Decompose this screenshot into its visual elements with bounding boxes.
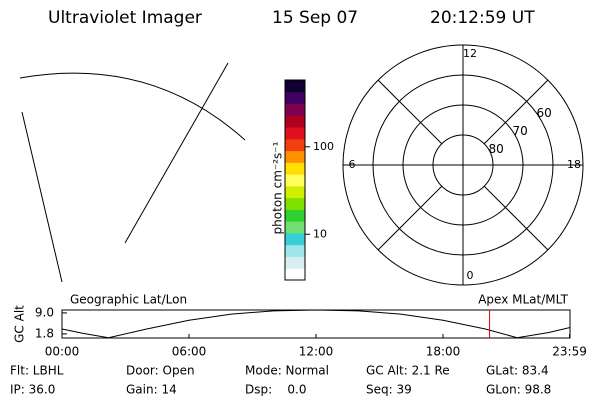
info-field: GLon: 98.8 — [486, 383, 551, 397]
alt-left-title: Geographic Lat/Lon — [70, 293, 187, 307]
colorbar-swatch — [285, 150, 305, 163]
info-field: Gain: 14 — [126, 383, 177, 397]
lat-ring-label: 80 — [489, 142, 504, 156]
info-field: Door: Open — [126, 364, 195, 378]
colorbar-swatch — [285, 91, 305, 105]
colorbar-swatch — [285, 162, 305, 175]
time: 20:12:59 UT — [430, 8, 535, 28]
colorbar-swatch — [285, 174, 305, 187]
info-field: Mode: Normal — [245, 364, 329, 378]
colorbar-swatch — [285, 256, 305, 269]
colorbar-swatch — [285, 209, 305, 222]
colorbar-tick-label: 10 — [313, 227, 327, 240]
colorbar-swatch — [285, 244, 305, 257]
info-field: GC Alt: 2.1 Re — [366, 364, 450, 378]
colorbar-label: photon cm⁻²s⁻¹ — [271, 141, 285, 234]
polar-spoke — [483, 79, 549, 145]
alt-y-tick-label: 1.8 — [35, 326, 54, 340]
alt-y-label: GC Alt — [13, 305, 27, 343]
colorbar-frame — [284, 79, 306, 281]
info-field: Flt: LBHL — [10, 364, 64, 378]
polar-spoke — [483, 185, 549, 251]
alt-right-title: Apex MLat/MLT — [478, 293, 568, 307]
info-field: Seq: 39 — [366, 383, 412, 397]
map-line — [124, 62, 229, 244]
mlt-label: 0 — [467, 269, 474, 282]
colorbar-tick-label: 100 — [313, 140, 334, 153]
alt-line — [61, 309, 571, 339]
polar-spoke — [377, 79, 443, 145]
info-field: IP: 36.0 — [10, 383, 55, 397]
alt-y-tick-label: 9.0 — [35, 305, 54, 319]
alt-x-tick-label: 18:00 — [426, 345, 461, 359]
alt-x-tick-label: 23:59 — [552, 345, 587, 359]
lat-ring-label: 70 — [513, 124, 528, 138]
title: Ultraviolet Imager — [48, 8, 202, 28]
lat-ring-label: 60 — [536, 106, 551, 120]
geographic-map — [19, 62, 246, 283]
colorbar-swatch — [285, 268, 305, 281]
map-line — [21, 111, 63, 283]
mlt-label: 12 — [463, 47, 477, 60]
colorbar-swatch — [285, 197, 305, 210]
colorbar-swatch — [285, 138, 305, 152]
colorbar-swatch — [285, 185, 305, 199]
alt-frame — [61, 309, 571, 339]
polar-spoke — [377, 185, 443, 251]
colorbar-swatch — [285, 232, 305, 246]
colorbar-swatch — [285, 103, 305, 116]
alt-x-tick-label: 00:00 — [45, 345, 80, 359]
alt-x-tick-label: 06:00 — [172, 345, 207, 359]
map-line — [19, 72, 246, 141]
alt-x-tick-label: 12:00 — [299, 345, 334, 359]
date: 15 Sep 07 — [272, 8, 358, 28]
colorbar-swatch — [285, 221, 305, 234]
info-field: Dsp: 0.0 — [245, 383, 307, 397]
mlt-label: 6 — [349, 158, 356, 171]
info-field: GLat: 83.4 — [486, 364, 549, 378]
colorbar-swatch — [285, 127, 305, 140]
mlt-label: 18 — [567, 158, 581, 171]
colorbar-swatch — [285, 115, 305, 128]
colorbar-swatch — [285, 80, 305, 93]
